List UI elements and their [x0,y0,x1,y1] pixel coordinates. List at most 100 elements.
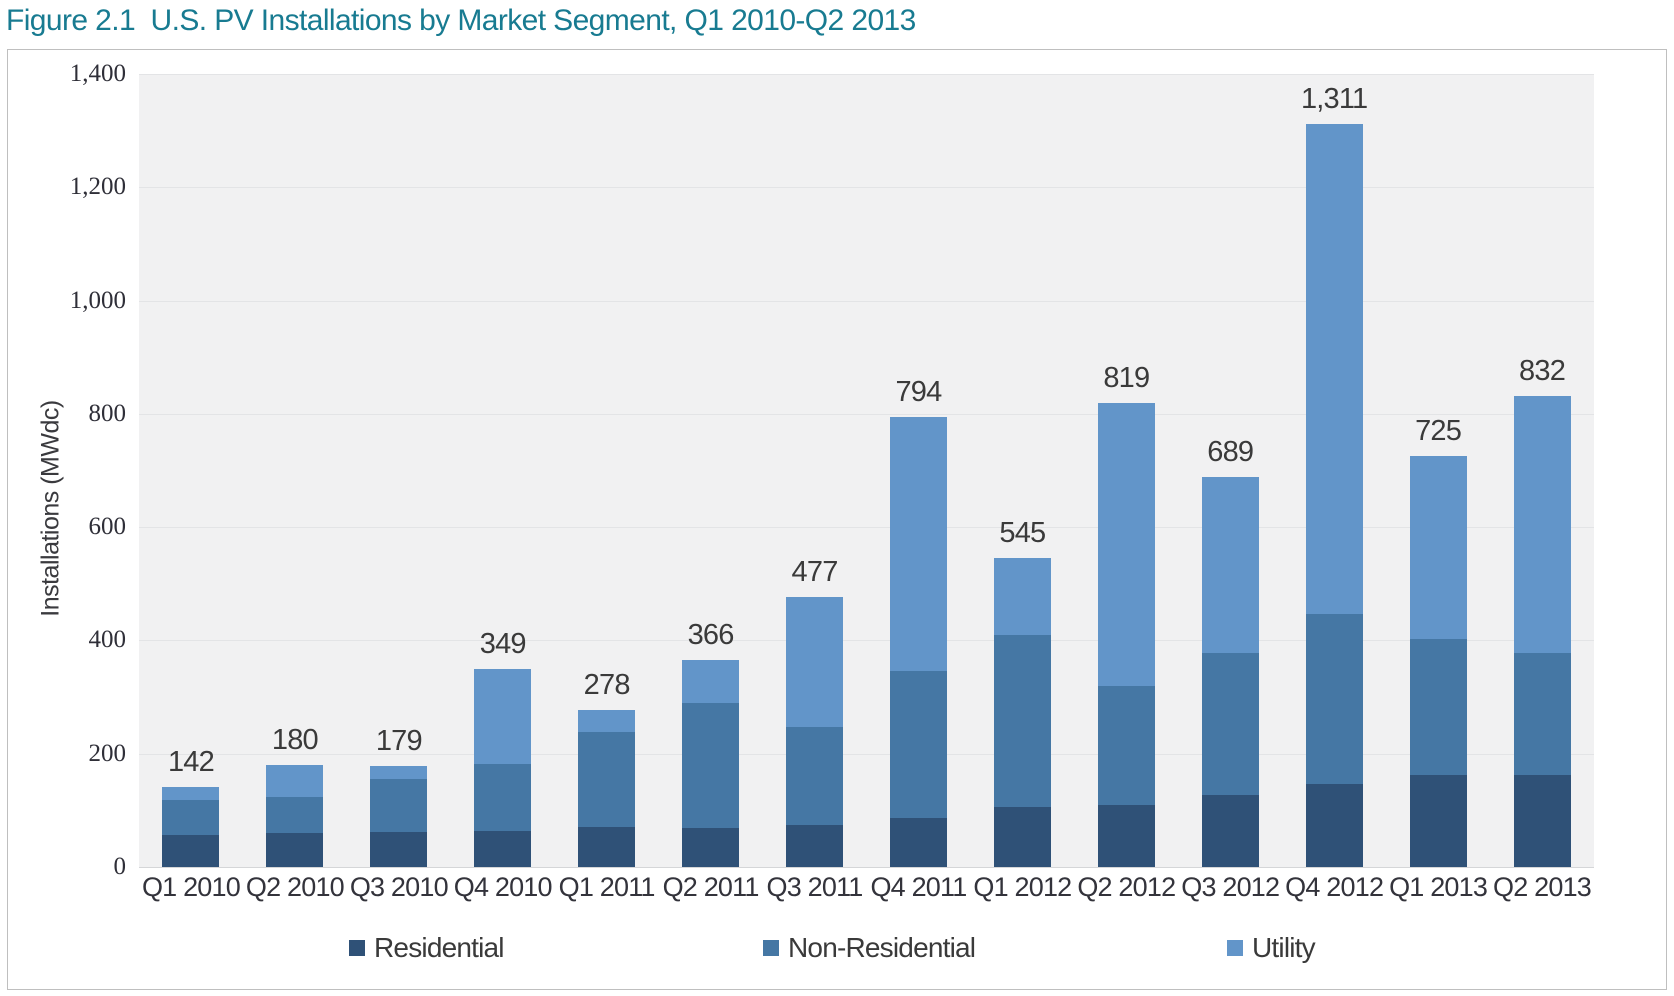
y-tick-label: 600 [88,513,127,541]
bar-segment-non-residential-q1-2010 [162,800,220,836]
bar-segment-non-residential-q3-2012 [1201,653,1259,796]
figure-title: Figure 2.1 U.S. PV Installations by Mark… [6,4,916,37]
bar-segment-residential-q2-2010 [266,833,324,867]
bar-segment-residential-q2-2012 [1097,805,1155,867]
bar-segment-residential-q4-2010 [474,830,532,867]
bar-total-label: 366 [687,618,735,651]
x-tick-label: Q1 2011 [558,872,656,902]
bar-total-label: 179 [375,724,423,757]
bar-segment-non-residential-q2-2011 [682,702,740,829]
bar-segment-residential-q1-2010 [162,835,220,867]
gridline-800 [139,413,1594,415]
bar-segment-residential-q3-2010 [370,831,428,867]
gridline-600 [139,527,1594,529]
bar-segment-non-residential-q3-2011 [786,726,844,826]
x-tick-label: Q2 2010 [245,872,345,902]
bar-total-label: 278 [583,668,631,701]
x-tick-label: Q1 2010 [141,872,241,902]
y-tick-label: 800 [88,399,127,427]
bar-segment-non-residential-q4-2011 [889,671,947,818]
bar-segment-utility-q3-2010 [370,765,428,780]
bar-segment-utility-q3-2012 [1201,476,1259,654]
legend-swatch-icon [349,940,365,956]
bar-segment-utility-q4-2012 [1305,124,1363,614]
bar-segment-non-residential-q2-2013 [1513,653,1571,776]
bar-segment-non-residential-q4-2012 [1305,613,1363,784]
bar-segment-utility-q1-2010 [162,786,220,801]
chart-legend: Residential Non-Residential Utility [8,928,1668,968]
x-tick-label: Q3 2012 [1181,872,1280,902]
legend-item-residential: Residential [349,928,505,968]
y-axis-tick-labels: 0 200 400 600 800 1,000 1,200 1,400 [8,60,127,880]
legend-swatch-icon [1227,940,1243,956]
legend-label: Utility [1252,932,1316,963]
legend-item-utility: Utility [1227,928,1316,968]
bar-segment-residential-q1-2011 [578,827,636,867]
bar-total-label: 725 [1415,415,1462,448]
bar-segment-utility-q2-2012 [1097,403,1155,687]
bar-segment-utility-q1-2011 [578,709,636,732]
bar-total-label: 545 [999,517,1046,550]
x-tick-label: Q4 2010 [453,872,553,902]
y-tick-label: 1,200 [69,173,126,201]
bar-total-label: 477 [791,555,839,588]
x-tick-label: Q3 2011 [766,872,864,902]
legend-label: Non-Residential [788,932,976,963]
x-tick-label: Q4 2012 [1285,872,1384,902]
plot-area: 142 180 179 349 278 366 477 794 545 819 689 1,311 72… [139,74,1594,868]
bar-total-label: 794 [895,376,942,409]
bar-segment-non-residential-q3-2010 [370,779,428,832]
legend-label: Residential [374,932,505,963]
bar-segment-utility-q4-2011 [889,417,947,672]
bar-total-label: 1,311 [1300,83,1368,116]
y-tick-label: 1,000 [69,286,126,314]
y-tick-label: 200 [88,739,127,767]
legend-swatch-icon [763,940,779,956]
x-tick-label: Q1 2013 [1389,872,1488,902]
x-axis-tick-labels: Q1 2010 Q2 2010 Q3 2010 Q4 2010 Q1 2011 Q2 20… [139,872,1594,908]
gridline-400 [139,640,1594,642]
bar-segment-residential-q1-2012 [993,806,1051,867]
bar-total-label: 349 [479,628,527,661]
bar-total-label: 142 [167,745,215,778]
bar-segment-non-residential-q1-2012 [993,635,1051,807]
bar-segment-non-residential-q1-2013 [1409,638,1467,775]
gridline-200 [139,753,1594,755]
x-tick-label: Q3 2010 [349,872,449,902]
x-tick-label: Q1 2012 [973,872,1072,902]
bar-segment-residential-q4-2011 [889,817,947,867]
bar-total-label: 689 [1207,435,1254,468]
bar-segment-utility-q1-2013 [1409,456,1467,639]
bar-total-label: 819 [1103,362,1150,395]
bar-segment-residential-q3-2012 [1201,795,1259,867]
x-tick-label: Q4 2011 [870,872,967,902]
bar-segment-non-residential-q2-2010 [266,797,324,834]
x-tick-label: Q2 2011 [662,872,760,902]
y-tick-label: 1,400 [69,60,126,87]
bar-segment-residential-q2-2013 [1513,775,1571,867]
bar-segment-utility-q1-2012 [993,558,1051,636]
bar-segment-residential-q4-2012 [1305,783,1363,867]
gridline-1400 [139,74,1594,75]
bar-segment-non-residential-q2-2012 [1097,686,1155,806]
bar-total-label: 832 [1519,354,1566,387]
bar-segment-residential-q2-2011 [682,828,740,867]
bar-segment-non-residential-q4-2010 [474,764,532,831]
bar-segment-utility-q3-2011 [786,596,844,727]
bar-segment-utility-q2-2010 [266,765,324,798]
y-tick-label: 400 [88,626,127,654]
bar-segment-utility-q4-2010 [474,669,532,765]
gridline-1000 [139,300,1594,302]
gridline-1200 [139,187,1594,189]
bar-segment-non-residential-q1-2011 [578,731,636,828]
bar-total-label: 180 [271,724,319,757]
legend-item-non-residential: Non-Residential [763,928,976,968]
bar-segment-residential-q3-2011 [786,825,844,867]
y-tick-label: 0 [113,853,127,880]
bar-segment-utility-q2-2011 [682,659,740,703]
chart-container: Installations (MWdc) 0 200 400 600 800 1,000 1… [7,49,1667,990]
bar-segment-utility-q2-2013 [1513,395,1571,654]
bar-segment-residential-q1-2013 [1409,774,1467,867]
x-tick-label: Q2 2013 [1493,872,1592,902]
